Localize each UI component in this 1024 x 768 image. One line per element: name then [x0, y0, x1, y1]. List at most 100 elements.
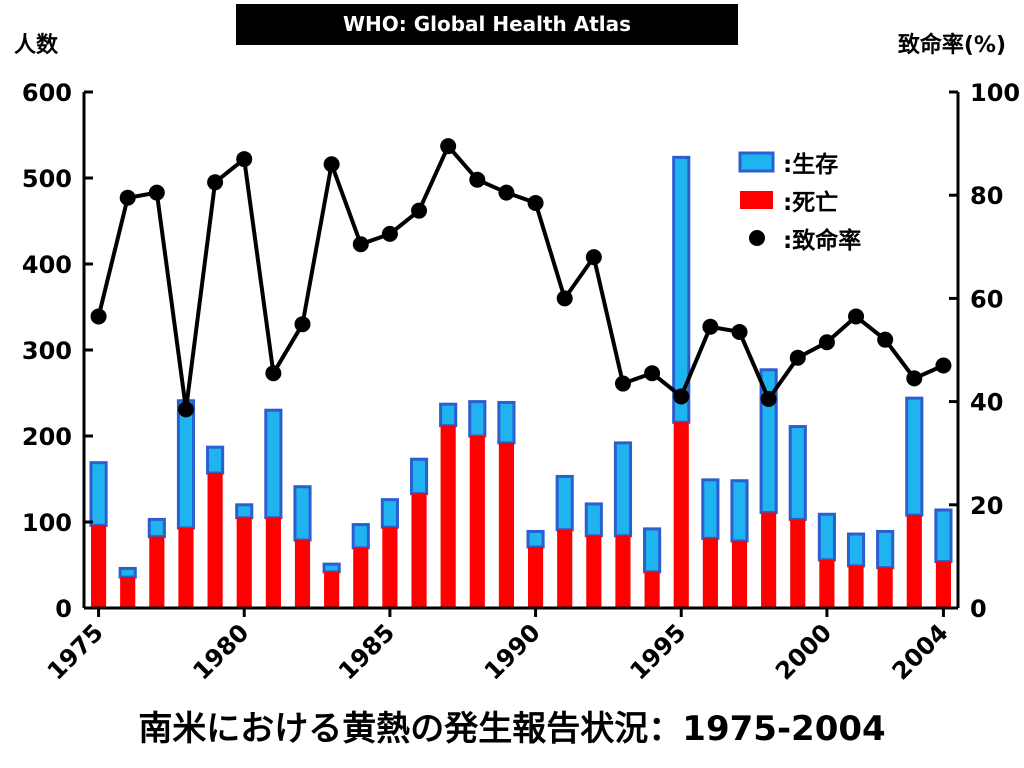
- fatality-rate-point: [877, 331, 894, 348]
- fatality-rate-point: [527, 194, 544, 211]
- bar-deaths: [265, 517, 281, 608]
- bar-survival: [409, 457, 429, 496]
- fatality-rate-point: [673, 388, 690, 405]
- y-right-axis-label: 致命率(%): [898, 32, 1006, 58]
- fatality-rate-point: [614, 375, 631, 392]
- bar-deaths: [527, 546, 544, 608]
- fatality-rate-point: [585, 249, 602, 266]
- bar-deaths: [324, 571, 340, 608]
- bar-survival: [89, 461, 108, 527]
- fatality-rate-point: [323, 156, 340, 173]
- fatality-rate-point: [469, 171, 486, 188]
- axes-group: 0 100 200 300 400 500 600 0 20 40 60 80 100 1975 1980 1…: [22, 79, 1020, 685]
- bar-survival: [147, 517, 166, 539]
- fatality-rate-point: [644, 365, 661, 382]
- y-left-tick-label: 300: [22, 337, 72, 365]
- bar-survival: [905, 396, 924, 517]
- bar-survival: [934, 508, 953, 564]
- bar-deaths: [790, 519, 806, 608]
- fatality-rate-point: [294, 316, 311, 333]
- bar-deaths: [557, 529, 573, 608]
- bar-survival: [817, 512, 836, 562]
- bar-deaths: [411, 493, 427, 608]
- legend: :生存 :死亡 :致命率: [738, 151, 861, 254]
- bar-deaths: [207, 472, 223, 608]
- bar-survival: [293, 485, 312, 542]
- fatality-rate-point: [906, 370, 923, 387]
- bar-deaths: [586, 535, 602, 608]
- bar-deaths: [90, 525, 107, 608]
- y-left-axis-label: 人数: [14, 32, 59, 58]
- x-tick-label: 1985: [333, 618, 400, 685]
- bar-deaths: [644, 571, 660, 608]
- fatality-rate-point: [498, 184, 515, 201]
- y-left-tick-label: 400: [22, 251, 72, 279]
- fatality-rate-point: [119, 189, 136, 206]
- fatality-rate-point: [731, 323, 748, 340]
- bar-deaths: [615, 535, 631, 608]
- fatality-rate-point: [818, 334, 835, 351]
- x-tick-label: 1990: [479, 618, 546, 685]
- fatality-rate-point: [760, 391, 777, 408]
- bar-survival: [643, 527, 662, 574]
- fatality-rate-point: [207, 174, 224, 191]
- legend-label: :生存: [783, 151, 838, 178]
- fatality-rate-point: [702, 318, 719, 335]
- bar-deaths: [178, 528, 194, 608]
- fatality-rate-point: [352, 236, 369, 253]
- bar-deaths: [702, 538, 718, 608]
- bar-deaths: [120, 577, 136, 608]
- y-left-tick-label: 500: [22, 165, 72, 193]
- x-tick-label: 1995: [624, 618, 691, 685]
- bar-survival: [439, 402, 458, 428]
- header-banner: [236, 4, 738, 45]
- bar-survival: [118, 566, 137, 579]
- bar-deaths: [149, 536, 165, 608]
- fatality-rate-point: [440, 138, 457, 155]
- bar-deaths: [819, 559, 835, 608]
- bar-deaths: [236, 517, 252, 608]
- bar-deaths: [498, 442, 515, 608]
- y-left-tick-label: 600: [22, 79, 72, 107]
- bar-survival: [322, 562, 341, 574]
- bar-survival: [380, 498, 399, 529]
- bar-deaths: [440, 425, 456, 608]
- bar-deaths: [382, 527, 398, 608]
- fatality-rate-point: [265, 365, 282, 382]
- fatality-rate-point: [148, 184, 165, 201]
- bar-deaths: [848, 565, 864, 608]
- fatality-rate-point: [381, 225, 398, 242]
- fatality-rate-point: [90, 308, 107, 325]
- fatality-rate-line: [96, 144, 945, 412]
- fatality-rate-point: [848, 308, 865, 325]
- bar-survival: [613, 441, 633, 538]
- bar-deaths: [469, 436, 485, 608]
- bar-survival: [526, 529, 545, 549]
- bar-deaths: [761, 512, 777, 608]
- bar-deaths: [935, 561, 952, 608]
- bar-survival: [264, 408, 283, 520]
- bar-deaths: [673, 422, 689, 608]
- bar-survival: [846, 532, 866, 568]
- bar-survival: [351, 523, 370, 550]
- bar-deaths: [353, 547, 369, 608]
- bar-survival: [206, 445, 225, 475]
- y-right-tick-label: 40: [970, 389, 1003, 417]
- bar-survival: [584, 502, 603, 538]
- x-tick-label: 1975: [42, 618, 109, 685]
- bar-survival: [730, 479, 749, 543]
- bar-survival: [235, 503, 254, 520]
- x-tick-label: 2004: [887, 618, 954, 685]
- y-right-tick-label: 80: [970, 182, 1003, 210]
- bar-deaths: [906, 515, 922, 608]
- legend-label: :死亡: [783, 189, 838, 216]
- header-title: WHO: Global Health Atlas: [343, 12, 631, 36]
- y-right-tick-label: 0: [970, 595, 987, 623]
- legend-swatch: [738, 151, 775, 173]
- fatality-rate-point: [236, 151, 253, 168]
- legend-label: :致命率: [783, 227, 861, 254]
- bar-deaths: [877, 567, 893, 608]
- y-right-tick-label: 60: [970, 285, 1003, 313]
- bar-deaths: [294, 540, 311, 608]
